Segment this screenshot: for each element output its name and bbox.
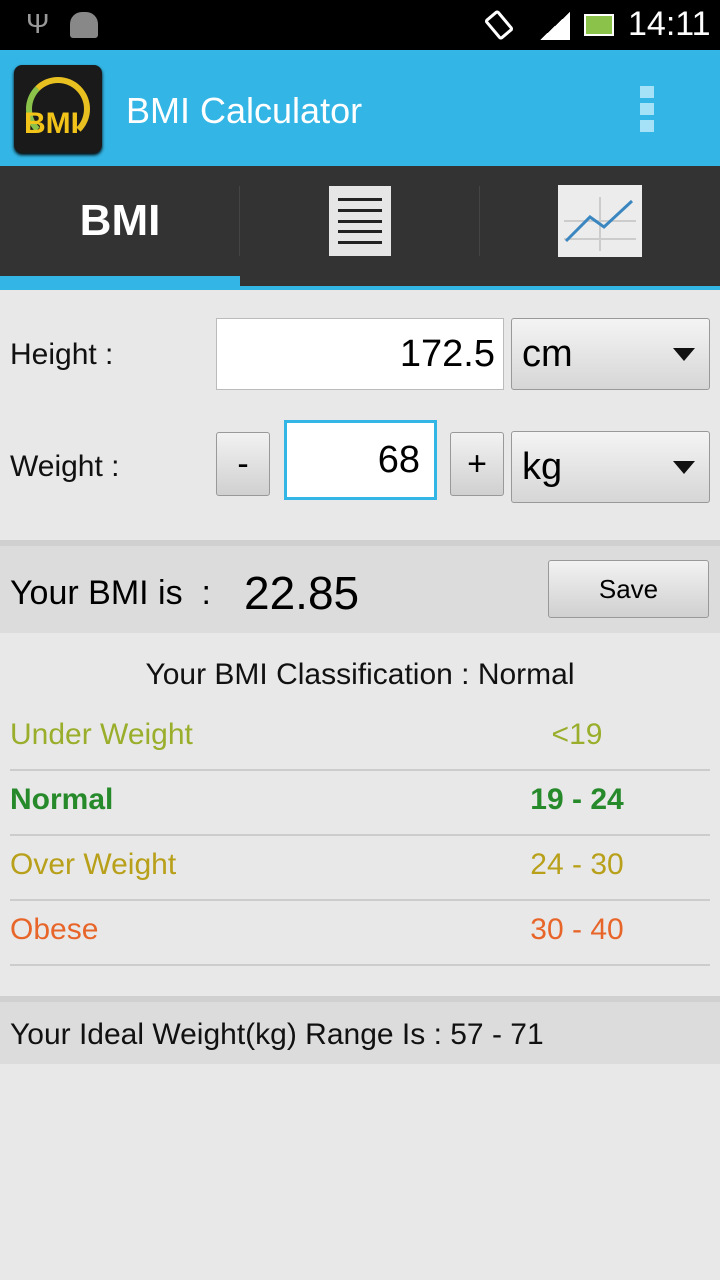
height-unit-select[interactable]: cm xyxy=(511,318,710,390)
weight-label: Weight : xyxy=(10,450,120,483)
list-icon xyxy=(329,186,391,256)
gauge-icon xyxy=(26,77,90,141)
category-range: 24 - 30 xyxy=(530,848,624,881)
weight-unit-select[interactable]: kg xyxy=(511,431,710,503)
action-bar: BMI BMI Calculator xyxy=(0,50,720,166)
rotate-icon xyxy=(483,9,515,41)
status-bar: Ψ 14:11 xyxy=(0,0,720,50)
tab-list[interactable] xyxy=(240,166,480,276)
app-logo: BMI xyxy=(14,65,102,153)
weight-input[interactable]: 68 xyxy=(284,420,437,500)
height-label: Height : xyxy=(10,338,114,371)
category-range: 19 - 24 xyxy=(530,783,624,816)
category-name: Under Weight xyxy=(10,718,193,751)
clock: 14:11 xyxy=(628,5,711,43)
result-panel: Your BMI is : 22.85 Save xyxy=(0,540,720,633)
height-input[interactable]: 172.5 xyxy=(216,318,504,390)
dropdown-arrow-icon xyxy=(673,348,695,361)
decrement-button[interactable]: - xyxy=(216,432,270,496)
bmi-value: 22.85 xyxy=(244,567,360,619)
classification-title: Your BMI Classification : Normal xyxy=(145,658,575,691)
increment-button[interactable]: + xyxy=(450,432,504,496)
tab-chart[interactable] xyxy=(480,166,720,276)
classification-row: Obese 30 - 40 xyxy=(10,901,710,966)
classification-row: Normal 19 - 24 xyxy=(10,771,710,836)
usb-icon: Ψ xyxy=(26,8,50,39)
category-range: <19 xyxy=(551,718,603,751)
classification-row: Over Weight 24 - 30 xyxy=(10,836,710,901)
ideal-weight-panel: Your Ideal Weight(kg) Range Is : 57 - 71 xyxy=(0,996,720,1064)
tab-bmi[interactable]: BMI xyxy=(79,196,161,245)
app-title: BMI Calculator xyxy=(126,90,363,131)
category-name: Obese xyxy=(10,913,99,946)
dropdown-arrow-icon xyxy=(673,461,695,474)
bmi-label: Your BMI is : xyxy=(10,574,211,612)
android-icon xyxy=(70,12,98,38)
tab-bar: BMI xyxy=(0,166,720,290)
chart-icon xyxy=(558,185,642,257)
category-name: Over Weight xyxy=(10,848,177,881)
category-range: 30 - 40 xyxy=(530,913,624,946)
more-vert-icon[interactable] xyxy=(640,86,654,132)
signal-icon xyxy=(540,12,570,40)
ideal-weight-text: Your Ideal Weight(kg) Range Is : 57 - 71 xyxy=(10,1018,544,1051)
category-name: Normal xyxy=(10,783,114,816)
tab-indicator xyxy=(0,276,240,290)
battery-icon xyxy=(584,14,614,36)
save-button[interactable]: Save xyxy=(548,560,709,618)
classification-row: Under Weight <19 xyxy=(10,706,710,771)
